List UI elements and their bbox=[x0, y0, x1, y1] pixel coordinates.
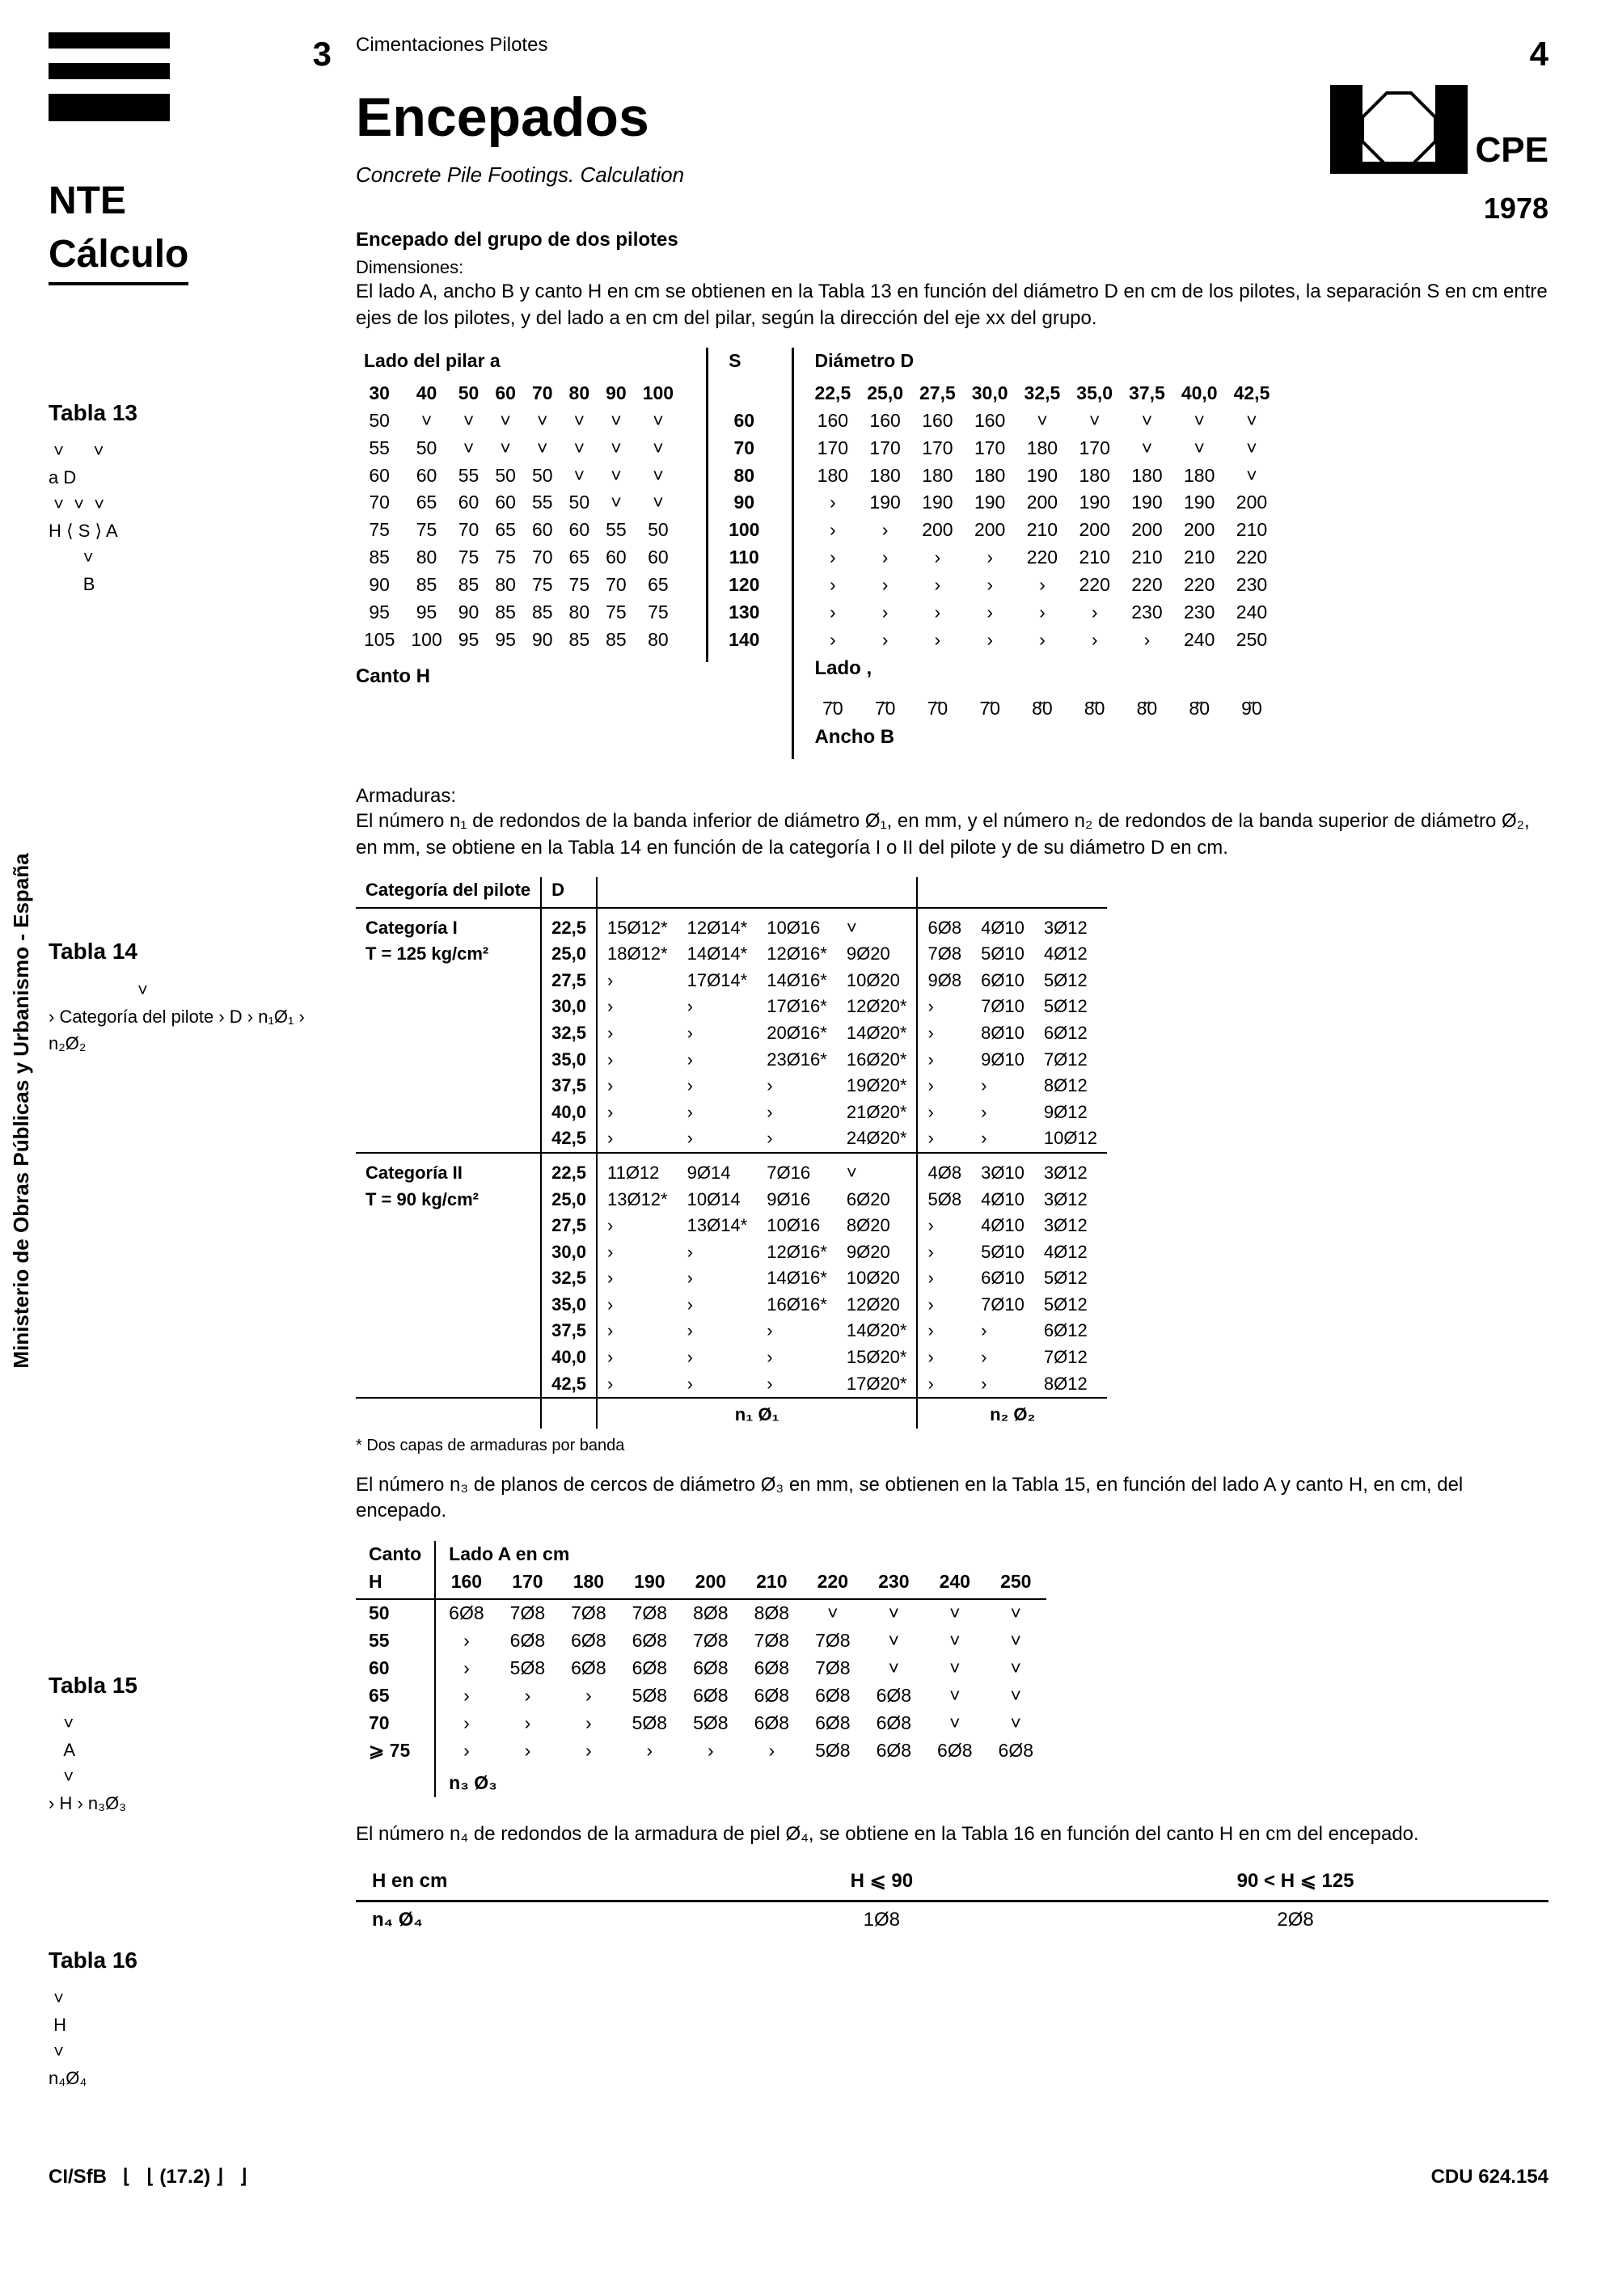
dimensiones-label: Dimensiones: bbox=[356, 256, 1548, 280]
tabla15-label: Tabla 15 bbox=[49, 1671, 332, 1700]
footer-right: CDU 624.154 bbox=[1431, 2164, 1548, 2189]
calculo-heading: Cálculo bbox=[49, 230, 188, 285]
tabla14-diagram: ˅ › Categoría del pilote › D › n₁Ø₁ › n₂… bbox=[49, 977, 332, 1057]
page-number-right: 4 bbox=[1530, 35, 1548, 73]
tabla14: Categoría del pilote D Categoría I22,515… bbox=[356, 877, 1107, 1429]
armaduras-text: El número n₁ de redondos de la banda inf… bbox=[356, 808, 1548, 861]
nte-logo bbox=[49, 32, 170, 121]
subtitle: Concrete Pile Footings. Calculation bbox=[356, 162, 1330, 189]
ministry-vertical-label: Ministerio de Obras Públicas y Urbanismo… bbox=[8, 854, 36, 1369]
tabla13: Lado del pilar a 30405060708090100 50˅˅˅… bbox=[356, 348, 1548, 759]
page-number-left: 3 bbox=[194, 32, 332, 77]
nte-label: NTE bbox=[49, 176, 126, 226]
tabla16: H en cm H ⩽ 90 90 < H ⩽ 125 n₄ Ø₄ 1Ø8 2Ø… bbox=[356, 1863, 1548, 1937]
main-title: Encepados bbox=[356, 82, 1330, 153]
canto-h-label: Canto H bbox=[356, 664, 682, 689]
tabla13-diagram: ˅ ˅ a D ˅ ˅ ˅ H ⟨ S ⟩ A ˅ B bbox=[49, 437, 332, 597]
tabla15-intro: El número n₃ de planos de cercos de diám… bbox=[356, 1472, 1548, 1525]
year: 1978 bbox=[1330, 190, 1548, 228]
tabla14-label: Tabla 14 bbox=[49, 937, 332, 966]
cpe-logo bbox=[1330, 85, 1468, 174]
footer-left: CI/SfB ⌊ ⌊ (17.2) ⌋ ⌋ bbox=[49, 2164, 247, 2189]
cpe-label: CPE bbox=[1476, 127, 1548, 173]
armaduras-label: Armaduras: bbox=[356, 783, 1548, 808]
tabla16-intro: El número n₄ de redondos de la armadura … bbox=[356, 1821, 1548, 1847]
tabla16-diagram: ˅ H ˅ n₄Ø₄ bbox=[49, 1985, 332, 2091]
encepado-subhead: Encepado del grupo de dos pilotes bbox=[356, 227, 1548, 252]
tabla15-diagram: ˅ A ˅ › H › n₃Ø₃ bbox=[49, 1710, 332, 1817]
dimensiones-text: El lado A, ancho B y canto H en cm se ob… bbox=[356, 279, 1548, 331]
section-header: Cimentaciones Pilotes bbox=[356, 32, 1330, 57]
tabla15: Canto Lado A en cm H 1601701801902002102… bbox=[356, 1541, 1046, 1797]
tabla14-footnote: * Dos capas de armaduras por banda bbox=[356, 1435, 1548, 1456]
tabla13-label: Tabla 13 bbox=[49, 399, 332, 428]
tabla16-label: Tabla 16 bbox=[49, 1946, 332, 1975]
